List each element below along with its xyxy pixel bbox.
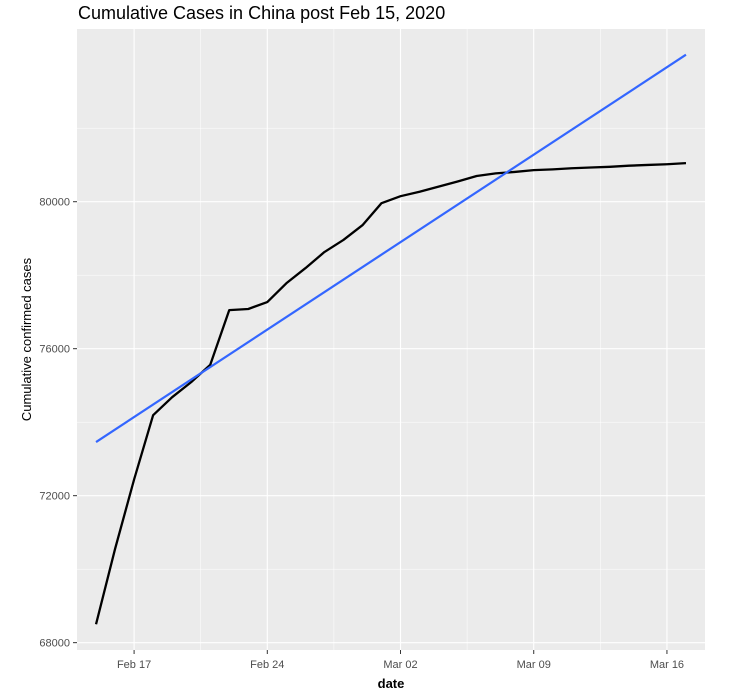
- y-axis: 68000 72000 76000 80000: [39, 197, 77, 650]
- x-tick-label: Feb 17: [117, 659, 151, 671]
- series-layer: [94, 53, 687, 625]
- chart-title: Cumulative Cases in China post Feb 15, 2…: [78, 3, 446, 23]
- plot-panel: [77, 29, 705, 650]
- y-tick-label: 72000: [39, 491, 70, 503]
- x-tick-label: Mar 16: [650, 659, 684, 671]
- y-axis-title: Cumulative confirmed cases: [19, 257, 34, 421]
- y-tick-label: 68000: [39, 638, 70, 650]
- x-axis-title: date: [378, 676, 405, 691]
- grid-major: [77, 29, 705, 650]
- y-tick-label: 80000: [39, 197, 70, 209]
- cumulative-cases-line: [94, 161, 687, 625]
- x-tick-label: Mar 02: [383, 659, 417, 671]
- x-axis: Feb 17 Feb 24 Mar 02 Mar 09 Mar 16: [117, 650, 684, 671]
- y-tick-label: 76000: [39, 344, 70, 356]
- x-tick-label: Feb 24: [250, 659, 284, 671]
- x-tick-label: Mar 09: [517, 659, 551, 671]
- linear-fit-line: [95, 53, 687, 443]
- grid-minor: [77, 29, 705, 650]
